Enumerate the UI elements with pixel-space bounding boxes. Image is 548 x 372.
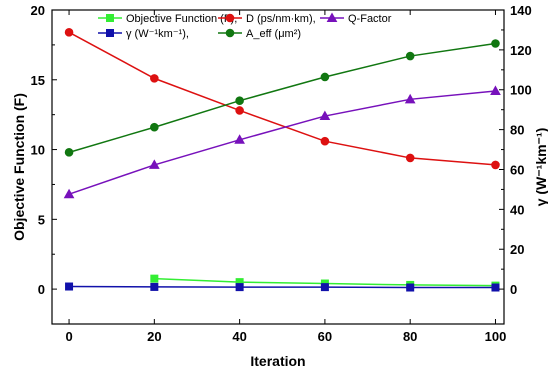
- data-point: [64, 148, 74, 157]
- data-point: [320, 136, 330, 146]
- data-point: [235, 96, 244, 106]
- y-tick-label: 5: [38, 212, 45, 227]
- data-point: [320, 283, 329, 292]
- y-axis-title: Objective Function (F): [11, 93, 27, 241]
- y-tick-label: 20: [31, 3, 45, 18]
- legend-marker: [225, 28, 235, 38]
- data-point: [150, 74, 159, 83]
- y-tick-label: 15: [31, 73, 45, 88]
- data-point: [406, 283, 415, 292]
- x-tick-label: 60: [318, 329, 332, 344]
- data-point: [65, 282, 74, 291]
- y2-tick-label: 60: [510, 162, 524, 177]
- data-point: [490, 85, 501, 95]
- data-point: [491, 160, 500, 170]
- legend-marker: [106, 29, 114, 37]
- x-tick-label: 100: [485, 329, 507, 344]
- y2-tick-label: 120: [510, 43, 532, 58]
- data-point: [491, 283, 500, 292]
- data-point: [235, 283, 244, 292]
- data-point: [319, 110, 331, 121]
- series-2: [63, 85, 501, 199]
- legend-label: D (ps/nm·km),: [246, 13, 316, 25]
- data-point: [405, 51, 415, 61]
- series-line: [68, 42, 496, 154]
- y2-tick-label: 20: [510, 242, 524, 257]
- legend: Objective Function (F), D (ps/nm·km), Q-Fa…: [98, 12, 392, 40]
- legend-item: Objective Function (F),: [98, 13, 237, 25]
- series-4: [64, 39, 500, 157]
- x-tick-label: 80: [403, 329, 417, 344]
- y2-tick-label: 80: [510, 123, 524, 138]
- series-line: [68, 90, 496, 195]
- legend-item: γ (W⁻¹km⁻¹),: [98, 28, 189, 40]
- y2-tick-label: 100: [510, 83, 532, 98]
- data-point: [404, 93, 416, 104]
- data-point: [320, 72, 330, 82]
- x-tick-label: 0: [65, 329, 72, 344]
- legend-marker: [106, 14, 114, 22]
- legend-label: Q-Factor: [348, 13, 392, 25]
- data-point: [150, 282, 159, 291]
- legend-label: γ (W⁻¹km⁻¹),: [126, 28, 189, 40]
- x-tick-label: 20: [147, 329, 161, 344]
- y2-tick-label: 0: [510, 282, 517, 297]
- data-point: [148, 159, 160, 169]
- plot-frame: [51, 9, 505, 325]
- y2-tick-label: 40: [510, 202, 524, 217]
- x-tick-label: 40: [232, 329, 246, 344]
- legend-label: Objective Function (F),: [126, 13, 237, 25]
- legend-marker: [225, 13, 235, 23]
- legend-item: A_eff (μm²): [218, 28, 301, 40]
- series-line: [69, 285, 496, 289]
- y2-tick-label: 140: [510, 3, 532, 18]
- x-axis-title: Iteration: [250, 353, 305, 369]
- data-point: [491, 39, 500, 48]
- data-point: [405, 153, 415, 163]
- series-line: [68, 31, 496, 166]
- series-1: [64, 28, 500, 170]
- data-point: [234, 134, 245, 144]
- data-point: [235, 106, 244, 115]
- y-tick-label: 0: [38, 282, 45, 297]
- y2-axis-title: γ (W⁻¹km⁻¹): [533, 128, 548, 207]
- data-point: [150, 122, 159, 132]
- data-point: [64, 28, 74, 37]
- legend-item: D (ps/nm·km),: [218, 13, 316, 25]
- legend-marker: [326, 12, 338, 22]
- legend-label: A_eff (μm²): [246, 28, 301, 40]
- legend-item: Q-Factor: [320, 12, 392, 25]
- series-3: [65, 282, 500, 292]
- y-tick-label: 10: [31, 143, 45, 158]
- data-point: [150, 274, 159, 283]
- data-point: [63, 188, 75, 199]
